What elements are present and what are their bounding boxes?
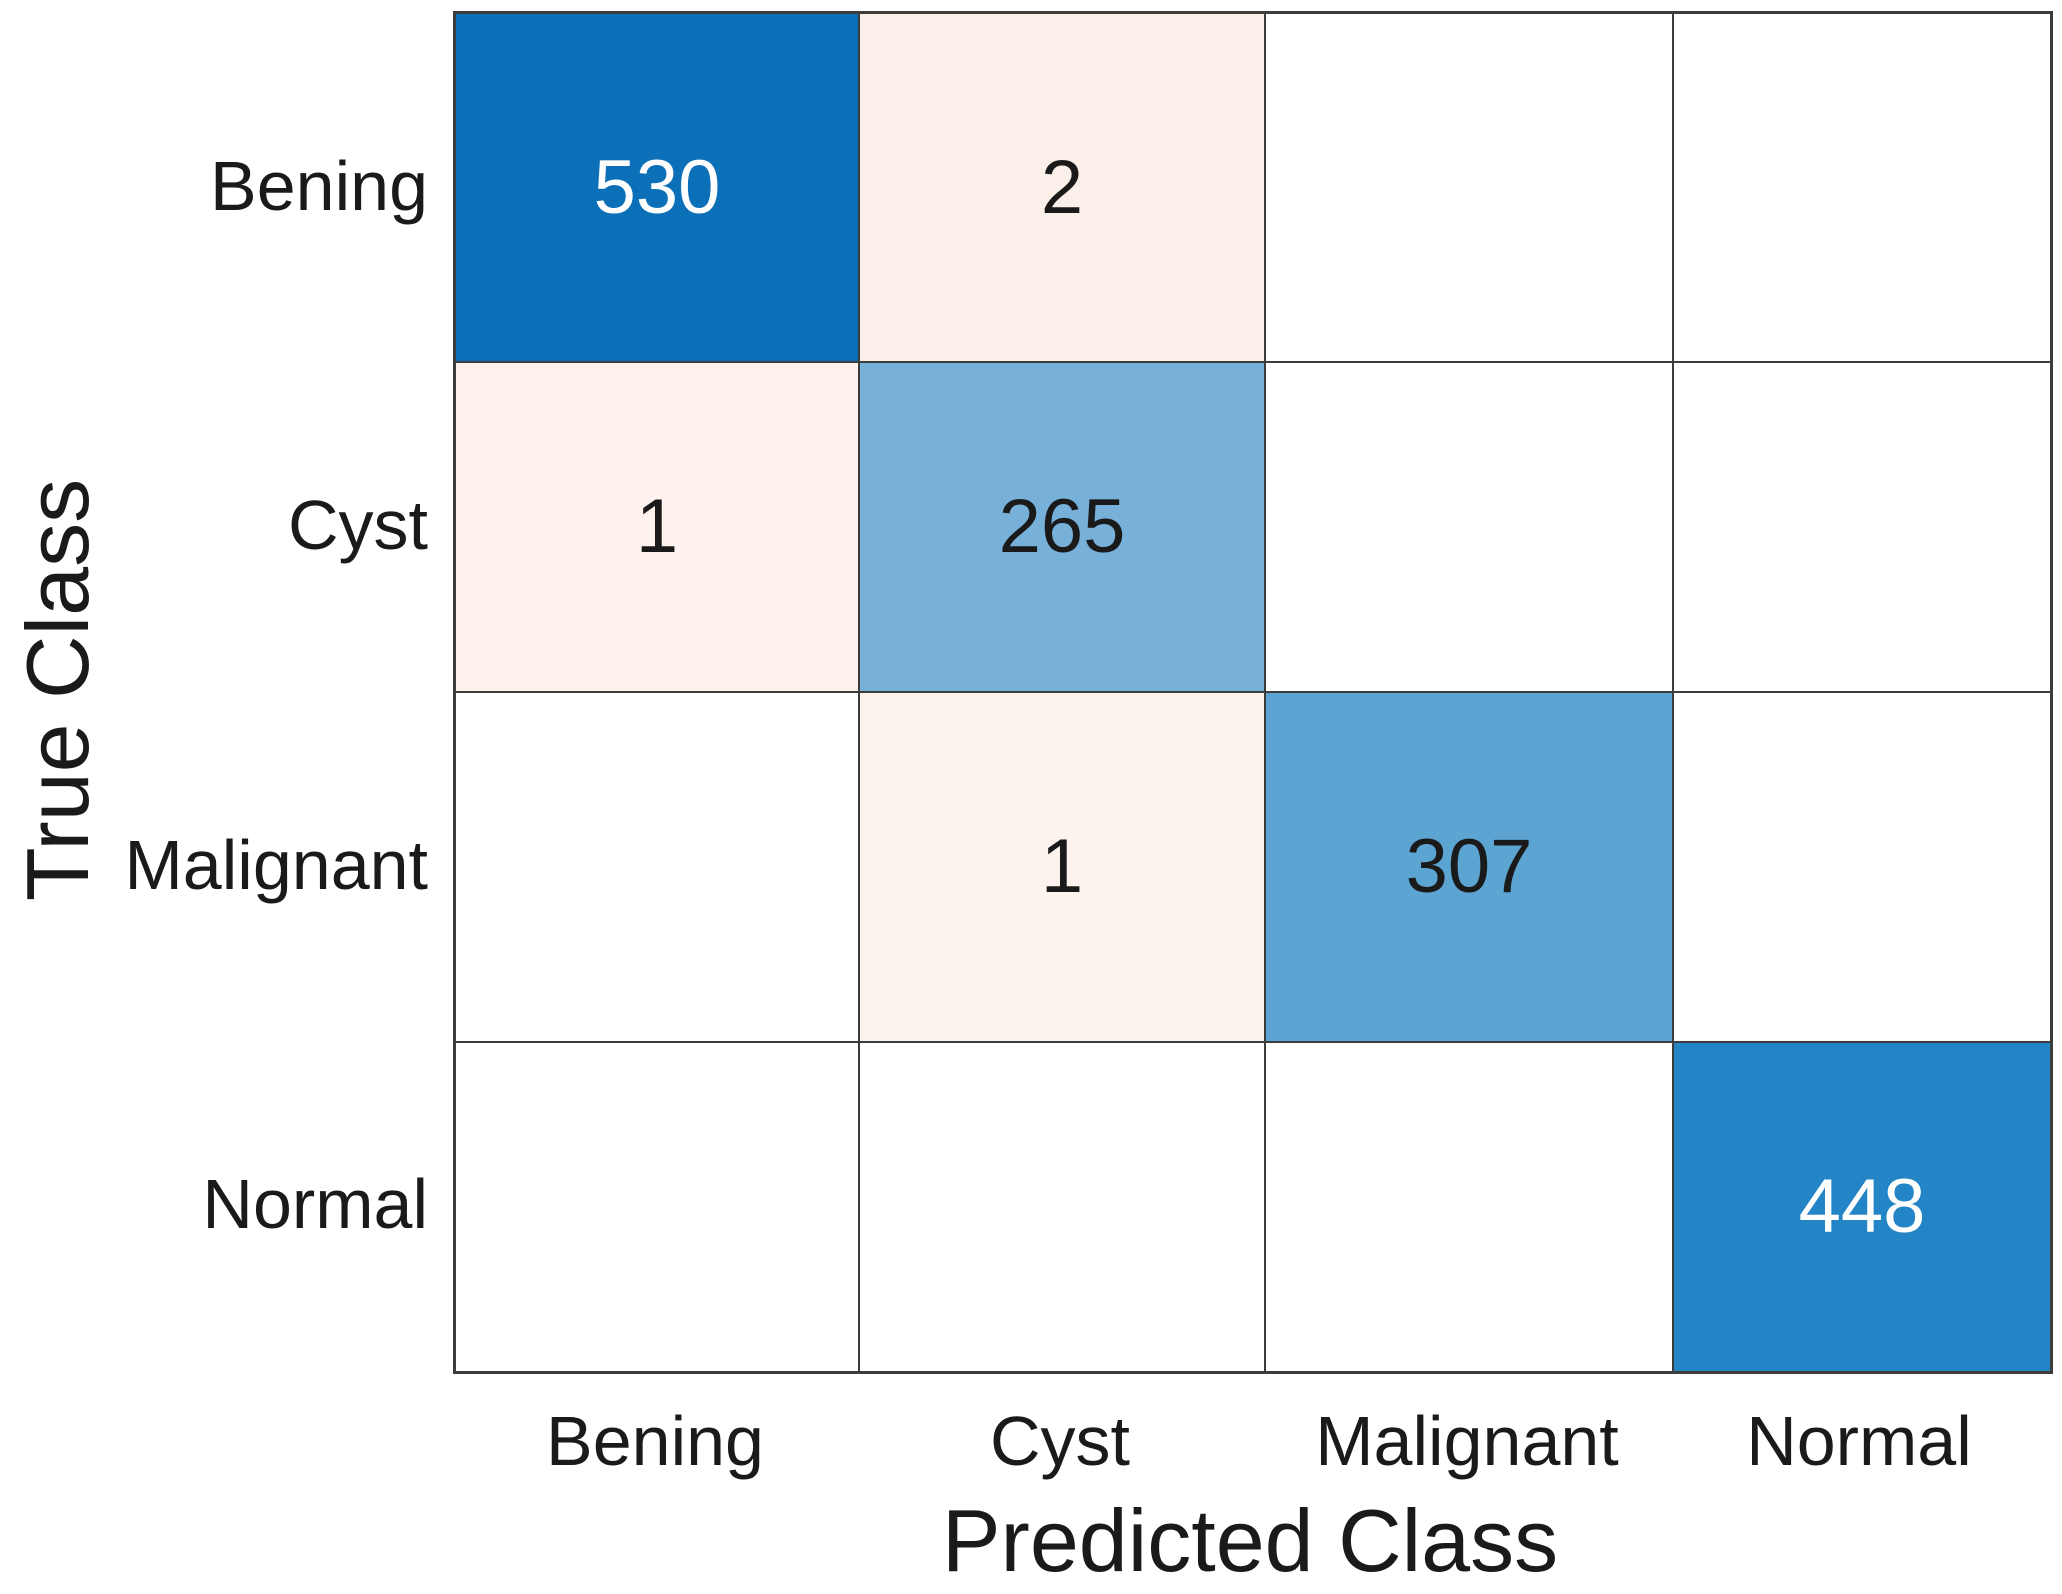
y-tick-label-bening: Bening	[210, 146, 428, 225]
x-axis-label: Predicted Class	[941, 1491, 1559, 1590]
matrix-cell-malignant-malignant: 307	[1266, 693, 1674, 1043]
matrix-cell-bening-malignant	[1266, 14, 1674, 363]
x-tick-label-bening: Bening	[546, 1402, 764, 1480]
matrix-cell-normal-malignant	[1266, 1043, 1674, 1371]
x-tick-label-malignant: Malignant	[1315, 1402, 1619, 1480]
y-axis-tick-labels: Bening Cyst Malignant Normal	[0, 11, 428, 1368]
matrix-cell-malignant-bening	[456, 693, 860, 1043]
matrix-cell-cyst-cyst: 265	[860, 363, 1266, 693]
matrix-cell-bening-normal	[1674, 14, 2050, 363]
y-tick-label-normal: Normal	[202, 1165, 428, 1243]
x-tick-label-cyst: Cyst	[990, 1402, 1130, 1480]
matrix-cell-normal-normal: 448	[1674, 1043, 2050, 1371]
x-tick-label-normal: Normal	[1746, 1402, 1972, 1480]
matrix-cell-bening-cyst: 2	[860, 14, 1266, 363]
y-tick-label-malignant: Malignant	[124, 826, 428, 904]
y-tick-label-cyst: Cyst	[288, 486, 428, 564]
matrix-cell-cyst-bening: 1	[456, 363, 860, 693]
matrix-cell-normal-cyst	[860, 1043, 1266, 1371]
confusion-matrix-grid: 530 2 1 265 1 307 448	[453, 11, 2053, 1374]
matrix-cell-malignant-normal	[1674, 693, 2050, 1043]
matrix-cell-normal-bening	[456, 1043, 860, 1371]
x-axis-tick-labels: Bening Cyst Malignant Normal	[453, 1386, 2047, 1496]
matrix-cell-cyst-normal	[1674, 363, 2050, 693]
matrix-cell-malignant-cyst: 1	[860, 693, 1266, 1043]
matrix-cell-bening-bening: 530	[456, 14, 860, 363]
matrix-cell-cyst-malignant	[1266, 363, 1674, 693]
